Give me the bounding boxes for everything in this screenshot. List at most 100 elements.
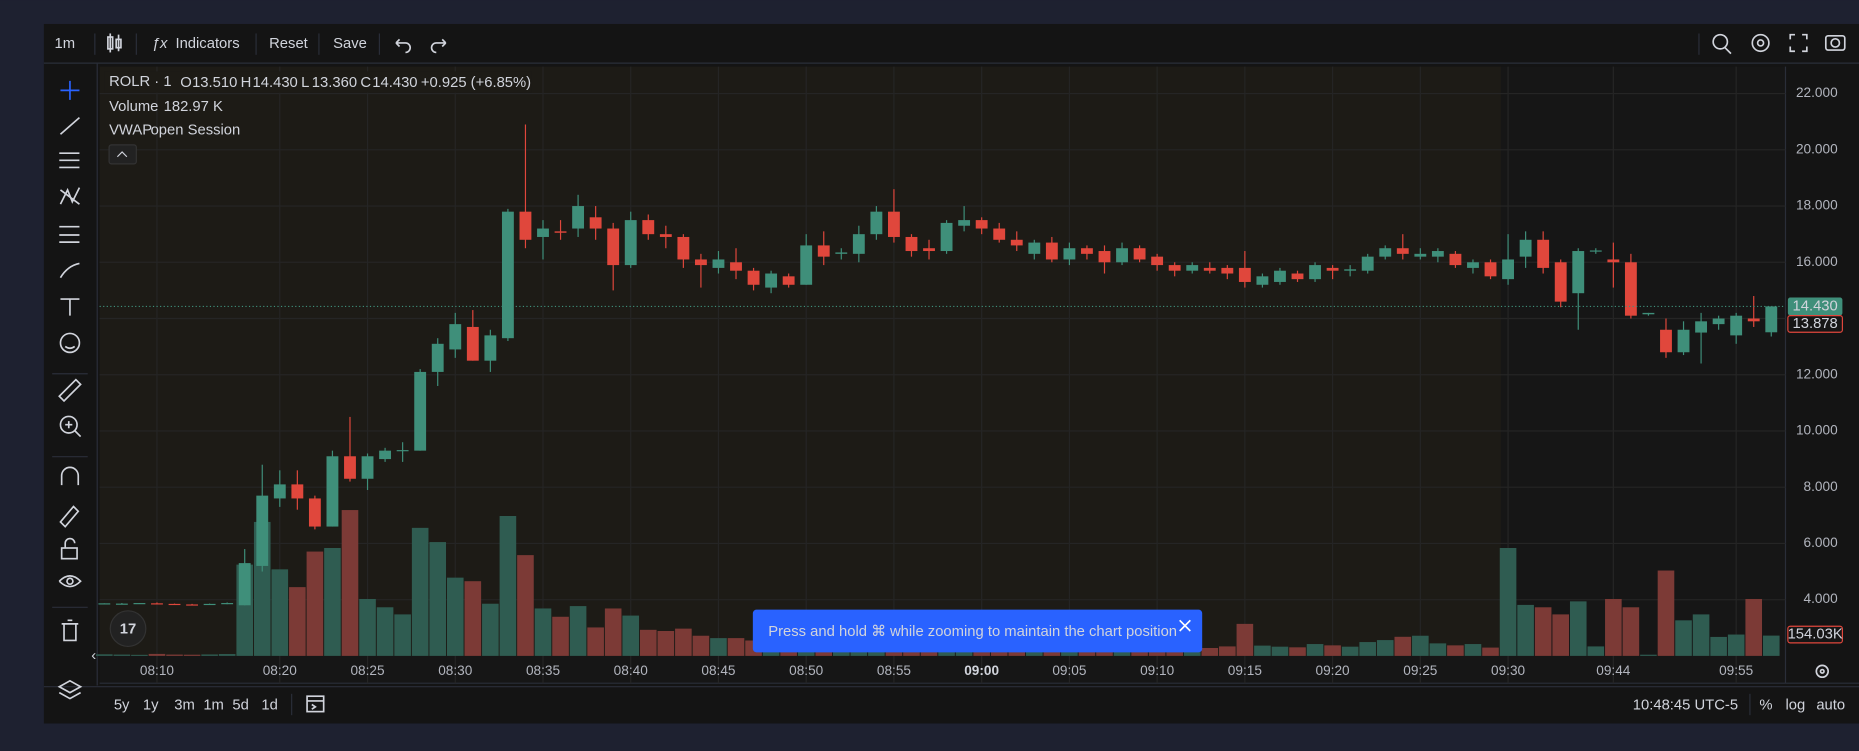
candle-body	[993, 228, 1006, 240]
range-button[interactable]: 5d	[232, 698, 248, 714]
volume-bar	[675, 628, 692, 656]
axis-settings-icon[interactable]	[1815, 664, 1830, 679]
legend-key: H	[241, 75, 252, 91]
x-tick-label: 08:10	[140, 663, 175, 678]
x-tick-label: 08:35	[526, 663, 560, 678]
log-toggle[interactable]: log	[1785, 698, 1805, 714]
volume-bar	[1727, 634, 1745, 656]
candle-body	[344, 456, 356, 479]
volume-bar	[1429, 643, 1447, 656]
volume-bar	[1675, 620, 1692, 656]
collapse-button[interactable]	[108, 144, 137, 165]
y-tick-label: 12.000	[1796, 366, 1838, 381]
goto-date-icon[interactable]	[306, 695, 325, 713]
candle-body	[449, 324, 462, 350]
volume-bar	[499, 515, 517, 656]
volume-bar	[1341, 646, 1359, 656]
candle-body	[1326, 267, 1339, 271]
candle-body	[765, 273, 778, 288]
drawing-tools[interactable]	[57, 80, 83, 700]
range-button[interactable]: 5y	[114, 698, 130, 714]
volume-bar	[96, 654, 113, 656]
last-price-label: 14.430	[1793, 298, 1838, 314]
volume-bar	[1569, 601, 1587, 656]
volume-bar	[639, 629, 657, 656]
undo-icon[interactable]	[395, 38, 411, 54]
volume-bar	[289, 587, 306, 656]
toast-close[interactable]	[1179, 619, 1191, 632]
candle-body	[1554, 262, 1567, 302]
candle-body	[1186, 265, 1199, 271]
volume-bar	[376, 607, 394, 656]
candle-body	[624, 220, 637, 266]
y-tick-label: 6.000	[1804, 535, 1839, 550]
legend-symbol[interactable]: ROLR · 1	[109, 74, 172, 90]
candle-body	[659, 234, 672, 237]
legend-volume: 182.97 K	[164, 99, 223, 115]
volume-bar	[1552, 614, 1570, 656]
redo-icon[interactable]	[430, 38, 447, 54]
legend-value: 14.430	[372, 75, 417, 91]
volume-bar	[201, 654, 218, 656]
volume-bar	[1412, 635, 1429, 656]
settings-icon[interactable]	[1751, 33, 1770, 53]
legend-key: C	[360, 75, 371, 91]
clock[interactable]: 10:48:45 UTC-5	[1633, 698, 1738, 714]
candle-body	[414, 371, 427, 451]
volume-bar	[148, 653, 166, 656]
candle-body	[1045, 242, 1058, 260]
volume-bar	[1762, 635, 1780, 656]
percent-toggle[interactable]: %	[1759, 698, 1772, 714]
candle-body	[1502, 259, 1514, 280]
volume-bar	[394, 614, 411, 656]
candle-body	[1309, 265, 1321, 280]
search-icon[interactable]	[1712, 33, 1732, 55]
vwap-price-box	[1787, 315, 1843, 333]
volume-bar	[166, 654, 183, 656]
volume-bar	[1359, 642, 1376, 656]
range-button[interactable]: 1y	[143, 698, 159, 714]
fullscreen-icon[interactable]	[1789, 33, 1808, 53]
range-buttons: 5y 1y 3m 1m 5d 1d	[114, 698, 278, 714]
x-tick-label: 09:10	[1140, 663, 1175, 678]
candle-body	[1063, 248, 1076, 260]
reset-button[interactable]: Reset	[269, 36, 308, 52]
volume-bar	[183, 654, 201, 656]
legend-value: 14.430	[253, 75, 298, 91]
candle-body	[466, 326, 479, 361]
range-button[interactable]: 1m	[203, 698, 224, 714]
logo-mark: 17	[120, 622, 136, 638]
volume-bar	[1289, 647, 1306, 656]
y-tick-label: 18.000	[1796, 198, 1838, 213]
interval-button[interactable]: 1m	[55, 36, 76, 52]
candle-body	[1203, 267, 1216, 271]
auto-toggle[interactable]: auto	[1816, 698, 1845, 714]
snapshot-icon[interactable]	[1824, 34, 1846, 51]
indicators-button[interactable]: Indicators	[175, 36, 239, 52]
volume-bar	[1271, 646, 1289, 656]
save-button[interactable]: Save	[333, 36, 367, 52]
chart-type-icon[interactable]	[107, 33, 122, 53]
legend-volume-key[interactable]: Volume	[109, 99, 158, 115]
volume-bar	[1657, 570, 1675, 656]
candle-body	[694, 259, 707, 266]
logo[interactable]	[109, 610, 147, 647]
candle-body	[519, 211, 532, 240]
candle-body	[1695, 321, 1708, 333]
candle-body	[572, 206, 585, 229]
candle-body	[800, 245, 813, 285]
range-button[interactable]: 1d	[261, 698, 277, 714]
volume-bar	[1745, 598, 1763, 656]
sidebar-toggle[interactable]: ‹	[91, 648, 96, 664]
candle-body	[1081, 248, 1093, 254]
candle-body	[1449, 253, 1462, 266]
candle-body	[1660, 329, 1672, 353]
volume-bar	[1605, 598, 1622, 656]
volume-bar	[1534, 607, 1552, 656]
candle-body	[379, 450, 392, 460]
volume-bar	[1499, 548, 1517, 656]
range-button[interactable]: 3m	[174, 698, 195, 714]
candle-body	[151, 603, 163, 605]
legend-vwap-key[interactable]: VWAP	[109, 123, 152, 139]
